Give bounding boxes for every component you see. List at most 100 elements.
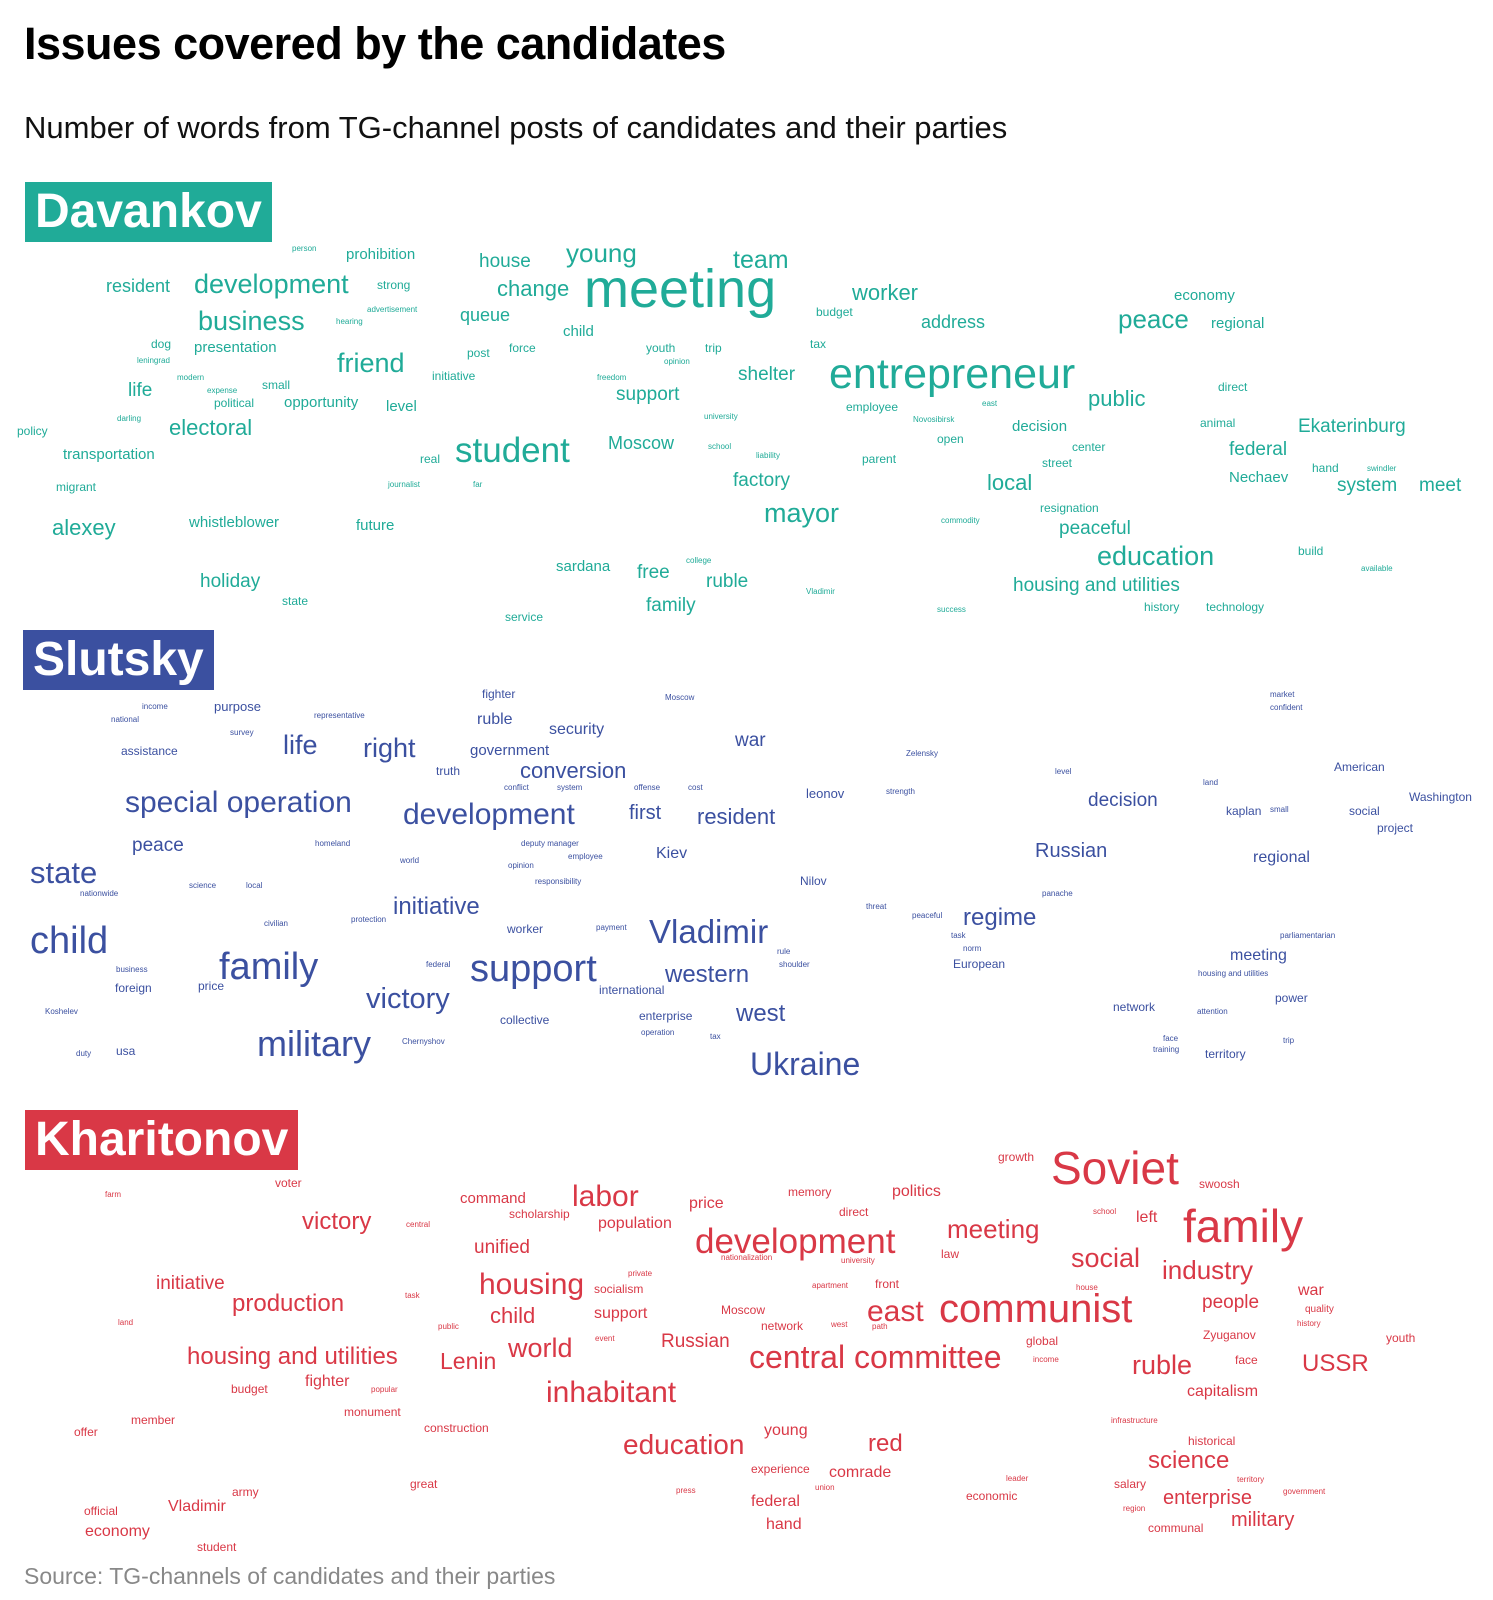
word-davankov-9: meeting	[584, 259, 777, 319]
word-davankov-62: Moscow	[608, 433, 675, 453]
word-davankov-90: holiday	[200, 571, 261, 592]
word-slutsky-79: victory	[366, 983, 450, 1015]
word-kharitonov-43: support	[594, 1305, 648, 1322]
chart-title: Issues covered by the candidates	[24, 18, 726, 69]
candidate-label-slutsky: Slutsky	[23, 630, 214, 690]
word-slutsky-47: state	[30, 855, 98, 890]
word-davankov-87: available	[1361, 564, 1393, 573]
word-davankov-47: darling	[117, 414, 142, 423]
word-davankov-59: transportation	[63, 446, 155, 463]
word-slutsky-46: regional	[1253, 849, 1310, 866]
word-kharitonov-44: history	[1297, 1319, 1321, 1328]
word-kharitonov-51: youth	[1386, 1331, 1416, 1345]
word-davankov-96: technology	[1206, 600, 1265, 614]
word-kharitonov-82: territory	[1237, 1475, 1265, 1484]
word-kharitonov-40: Moscow	[721, 1303, 766, 1317]
word-slutsky-85: enterprise	[639, 1009, 693, 1023]
word-kharitonov-16: family	[1183, 1200, 1304, 1252]
word-slutsky-17: truth	[436, 764, 461, 778]
word-davankov-67: swindler	[1367, 464, 1397, 473]
word-davankov-95: history	[1144, 600, 1180, 614]
word-kharitonov-19: development	[695, 1222, 896, 1261]
word-kharitonov-49: event	[595, 1334, 615, 1343]
word-davankov-82: peaceful	[1059, 518, 1131, 539]
word-kharitonov-18: central	[406, 1220, 431, 1229]
word-slutsky-4: purpose	[214, 699, 261, 714]
word-slutsky-88: military	[257, 1023, 371, 1064]
word-davankov-23: post	[467, 346, 490, 360]
word-davankov-85: college	[686, 556, 712, 565]
word-davankov-81: alexey	[52, 515, 116, 540]
word-kharitonov-7: memory	[788, 1185, 832, 1199]
word-slutsky-37: project	[1377, 821, 1414, 835]
word-davankov-80: future	[356, 517, 395, 534]
word-kharitonov-13: victory	[302, 1208, 372, 1235]
word-kharitonov-71: offer	[74, 1425, 98, 1439]
word-slutsky-32: first	[629, 802, 662, 824]
word-kharitonov-35: production	[232, 1290, 345, 1317]
word-slutsky-43: opinion	[508, 861, 534, 870]
word-davankov-52: Ekaterinburg	[1298, 416, 1406, 437]
word-kharitonov-34: task	[405, 1291, 420, 1300]
word-davankov-10: worker	[852, 280, 919, 305]
word-davankov-42: level	[386, 398, 417, 415]
word-slutsky-50: nationwide	[80, 889, 119, 898]
word-slutsky-13: war	[735, 730, 766, 751]
word-kharitonov-17: meeting	[947, 1214, 1040, 1244]
word-davankov-94: family	[646, 595, 696, 616]
word-kharitonov-31: socialism	[594, 1282, 644, 1296]
word-slutsky-72: western	[665, 961, 750, 988]
word-davankov-78: mayor	[764, 498, 840, 528]
word-slutsky-3: income	[142, 702, 168, 711]
word-kharitonov-9: price	[689, 1195, 724, 1212]
word-kharitonov-61: USSR	[1302, 1350, 1369, 1377]
word-slutsky-59: civilian	[264, 919, 289, 928]
word-kharitonov-27: private	[628, 1269, 653, 1278]
word-davankov-21: dog	[151, 337, 172, 351]
word-slutsky-48: responsibility	[535, 877, 582, 886]
word-davankov-74: system	[1337, 475, 1398, 496]
word-kharitonov-29: apartment	[812, 1281, 849, 1290]
word-slutsky-31: decision	[1088, 790, 1158, 811]
word-slutsky-9: security	[549, 721, 605, 738]
word-slutsky-53: panache	[1042, 889, 1073, 898]
word-slutsky-58: protection	[351, 915, 387, 924]
word-davankov-51: animal	[1200, 416, 1236, 430]
word-davankov-70: far	[473, 480, 483, 489]
word-slutsky-25: cost	[688, 783, 703, 792]
word-kharitonov-77: experience	[751, 1462, 810, 1476]
word-kharitonov-73: historical	[1188, 1434, 1236, 1448]
word-davankov-50: decision	[1012, 418, 1068, 435]
word-davankov-48: university	[704, 412, 738, 421]
word-kharitonov-5: command	[460, 1190, 526, 1207]
word-davankov-19: peace	[1118, 304, 1189, 334]
word-slutsky-67: family	[219, 946, 319, 988]
word-slutsky-95: usa	[116, 1044, 136, 1058]
word-kharitonov-53: world	[508, 1333, 573, 1363]
word-slutsky-40: deputy manager	[521, 839, 579, 848]
word-kharitonov-6: labor	[572, 1180, 639, 1213]
word-kharitonov-26: initiative	[156, 1273, 225, 1294]
word-davankov-72: factory	[733, 470, 791, 491]
word-davankov-32: initiative	[432, 369, 476, 383]
word-kharitonov-64: popular	[371, 1385, 398, 1394]
word-davankov-61: student	[455, 431, 570, 470]
word-davankov-16: queue	[460, 305, 511, 325]
word-davankov-97: success	[937, 605, 966, 614]
word-davankov-73: local	[987, 470, 1033, 495]
word-davankov-11: economy	[1174, 287, 1235, 304]
word-davankov-4: team	[733, 246, 789, 274]
word-davankov-84: education	[1097, 541, 1215, 571]
word-slutsky-91: Chernyshov	[402, 1037, 445, 1046]
word-davankov-92: Vladimir	[806, 587, 835, 596]
word-slutsky-62: Vladimir	[649, 913, 769, 950]
word-kharitonov-55: housing and utilities	[187, 1343, 398, 1370]
word-slutsky-89: operation	[641, 1028, 675, 1037]
word-slutsky-14: assistance	[121, 744, 178, 758]
word-kharitonov-94: communal	[1148, 1521, 1204, 1535]
word-davankov-79: whistleblower	[189, 514, 280, 531]
word-kharitonov-24: university	[841, 1256, 875, 1265]
word-slutsky-87: Koshelev	[45, 1007, 78, 1016]
word-kharitonov-57: central committee	[749, 1339, 1002, 1375]
word-kharitonov-3: voter	[275, 1176, 302, 1190]
